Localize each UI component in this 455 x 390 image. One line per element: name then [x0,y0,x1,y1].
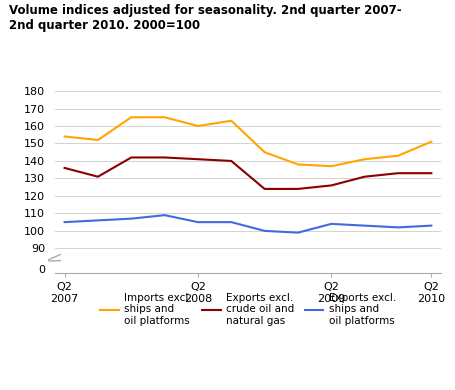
Text: Volume indices adjusted for seasonality. 2nd quarter 2007-
2nd quarter 2010. 200: Volume indices adjusted for seasonality.… [9,4,402,32]
Legend: Imports excl.
ships and
oil platforms, Exports excl.
crude oil and
natural gas, : Imports excl. ships and oil platforms, E… [96,289,400,330]
